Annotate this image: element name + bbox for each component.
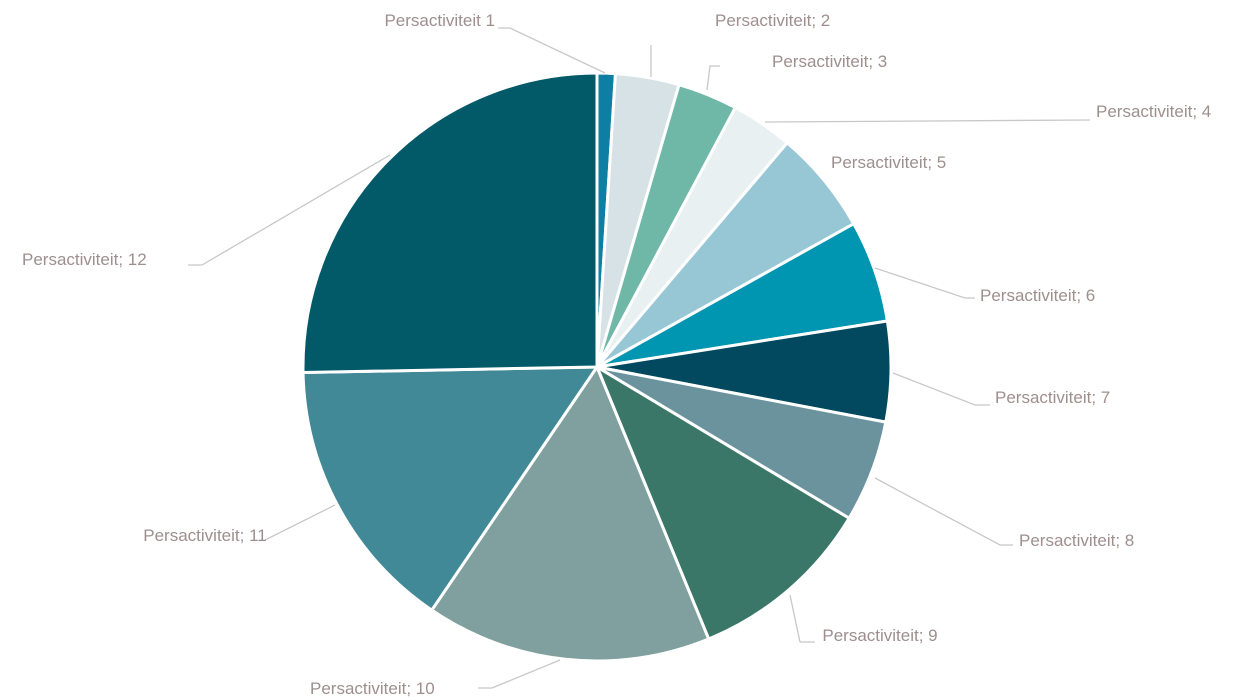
slice-label: Persactiviteit; 5 xyxy=(831,153,947,172)
slice-label: Persactiviteit; 6 xyxy=(980,286,1096,305)
slice-label: Persactiviteit 1 xyxy=(384,11,495,30)
leader-line xyxy=(498,27,606,74)
pie-slice xyxy=(595,365,851,641)
slice-label: Persactiviteit; 11 xyxy=(143,526,267,545)
slice-label: Persactiviteit; 2 xyxy=(715,11,831,30)
slice-label: Persactiviteit; 3 xyxy=(772,52,888,71)
pie-slice xyxy=(301,365,599,612)
leader-line xyxy=(188,154,391,266)
leader-line xyxy=(789,594,815,643)
pie-slice xyxy=(430,365,711,663)
slice-label: Persactiviteit; 10 xyxy=(310,679,435,698)
slice-label: Persactiviteit; 12 xyxy=(22,250,147,269)
leader-line xyxy=(706,65,720,91)
slice-label: Persactiviteit; 4 xyxy=(1096,102,1212,121)
leader-line xyxy=(892,372,990,406)
leader-line xyxy=(764,119,1091,123)
slice-label: Persactiviteit; 8 xyxy=(1019,531,1135,550)
slice-label: Persactiviteit; 7 xyxy=(995,388,1111,407)
leader-line xyxy=(264,504,336,541)
slice-label: Persactiviteit; 9 xyxy=(822,626,938,645)
leader-line xyxy=(874,477,1013,546)
pie-slice xyxy=(301,71,599,375)
leader-line xyxy=(478,659,561,689)
leader-line xyxy=(874,267,975,299)
